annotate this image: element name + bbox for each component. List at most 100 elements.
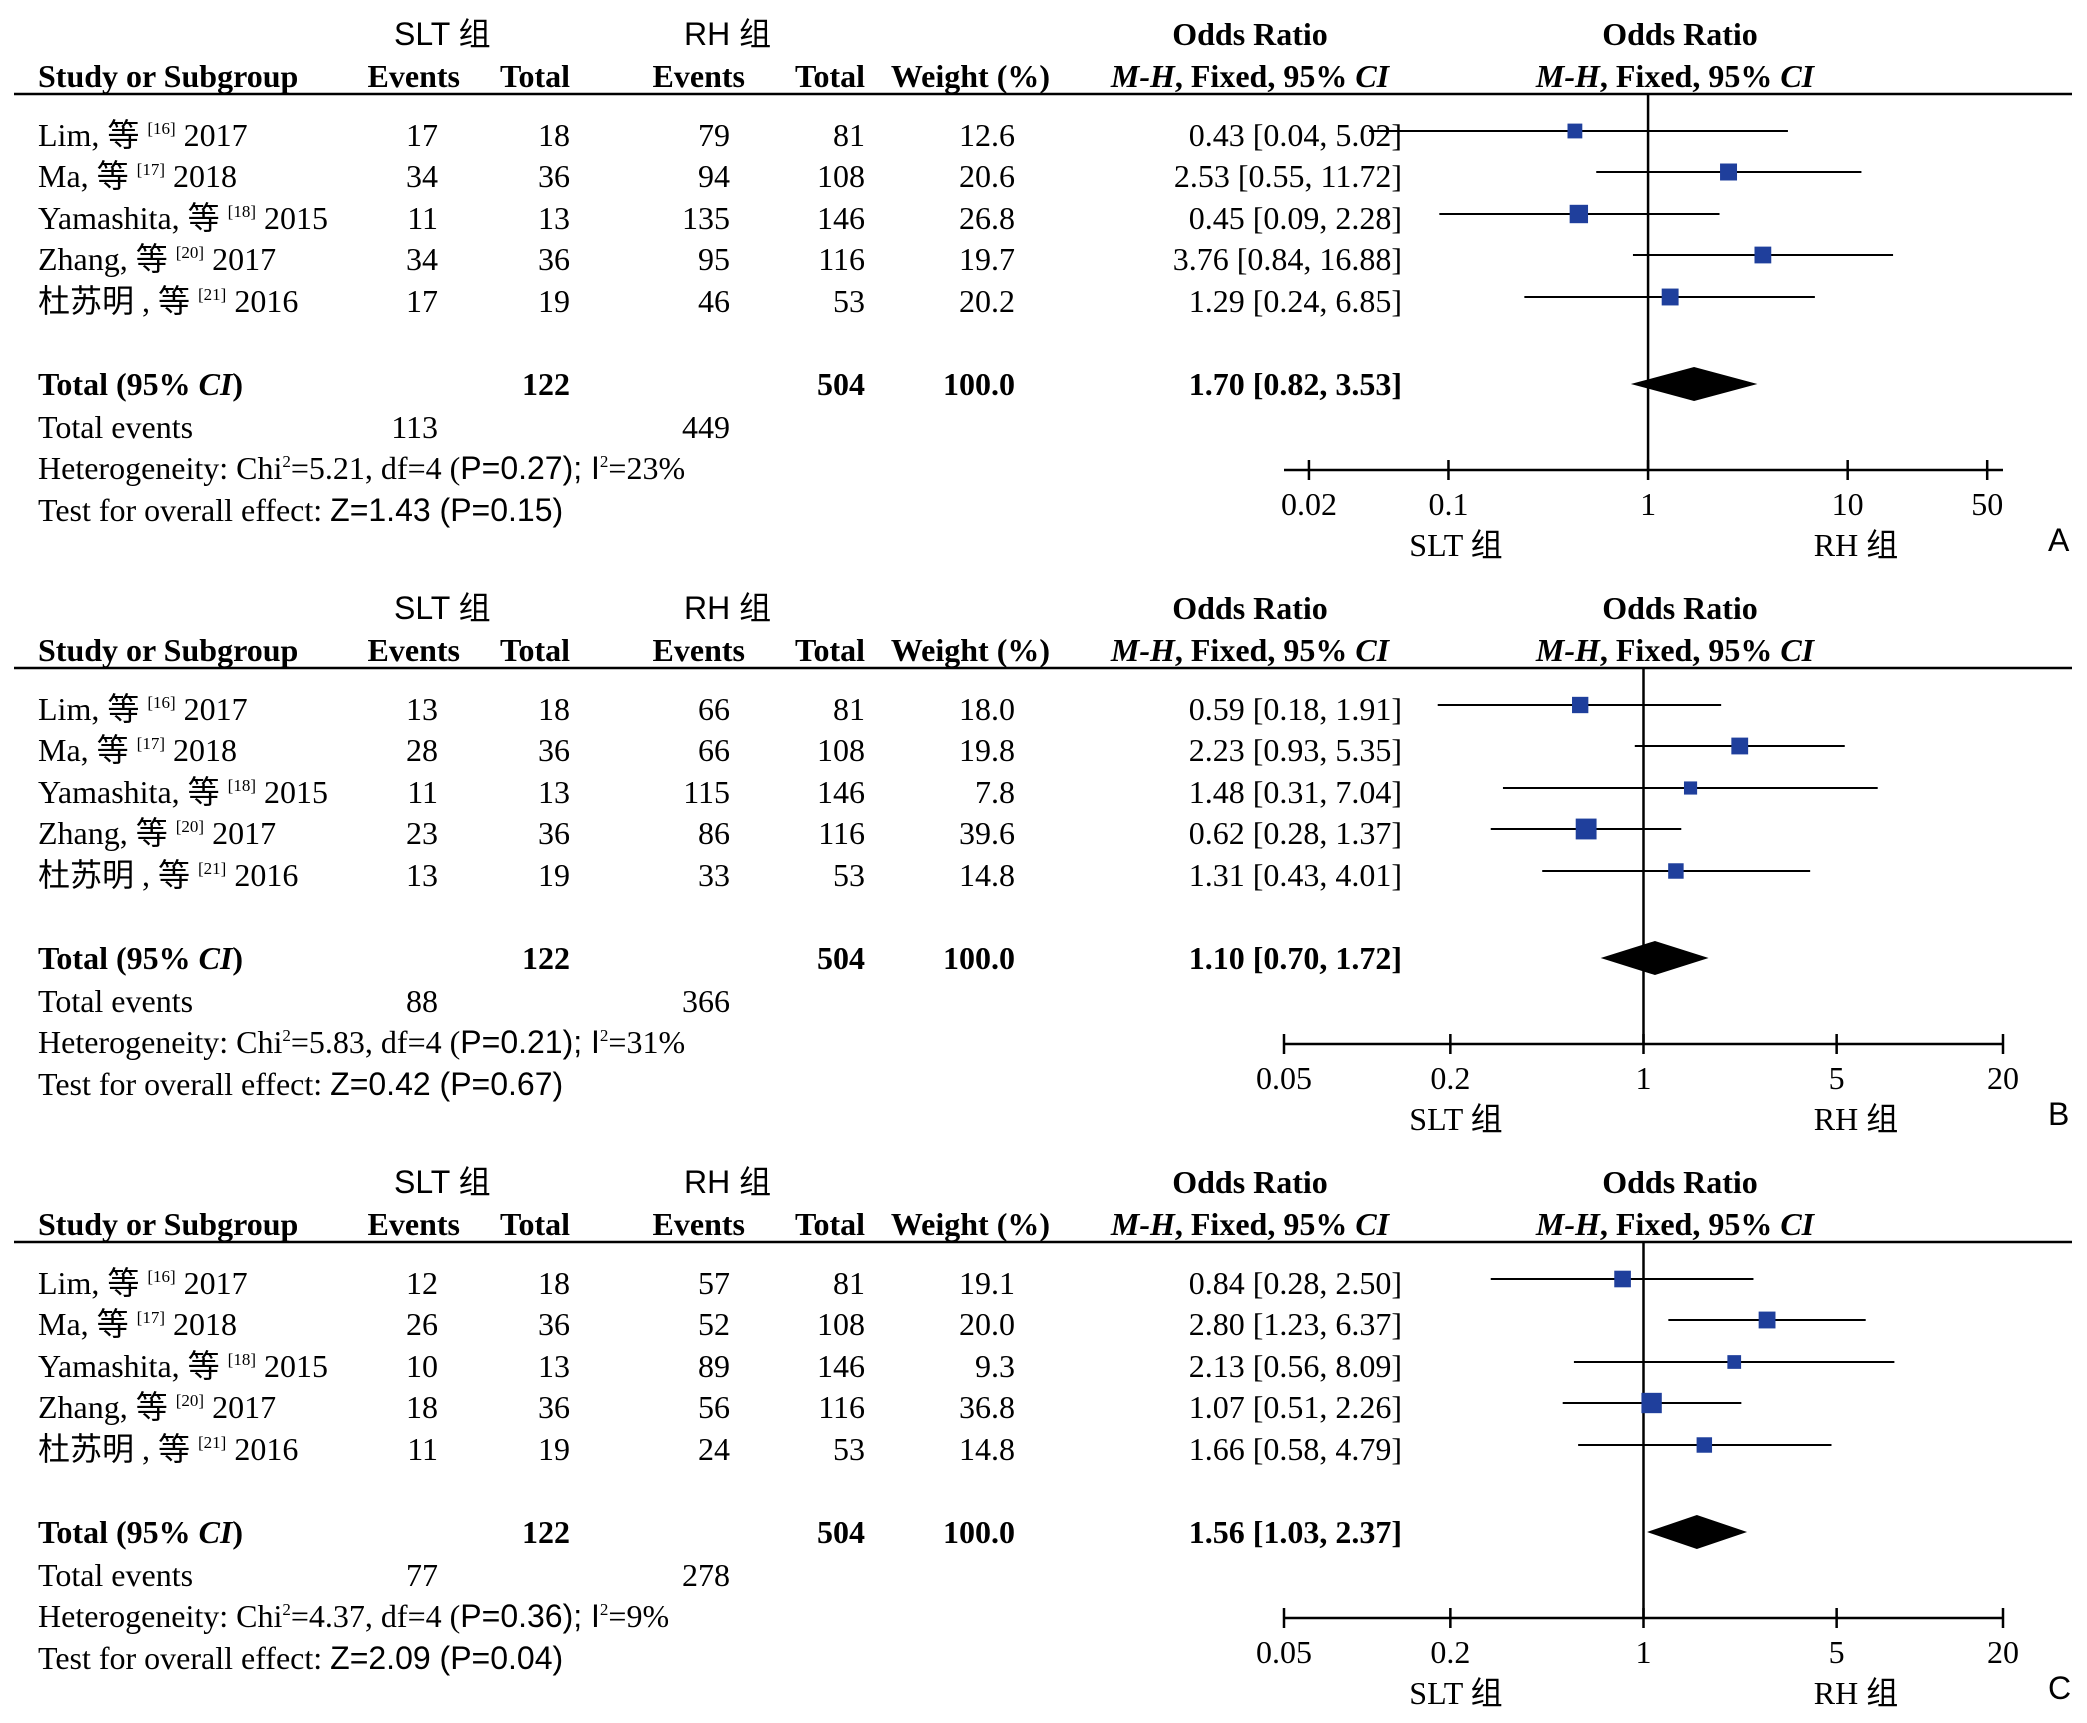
total-weight-cell: 100.0 [943,1514,1015,1550]
total1-cell: 36 [538,158,570,194]
total2-column-header: Total [795,632,865,668]
events2-cell: 57 [698,1265,730,1301]
odds-ratio-cell: 3.76 [0.84, 16.88] [1172,241,1402,277]
events2-cell: 66 [698,691,730,727]
or-header-left: Odds Ratio [1172,590,1328,626]
heterogeneity-text: Heterogeneity: Chi2=5.83, df=4 (P=0.21);… [38,1024,685,1060]
study-label: Yamashita, 等 [18] 2015 [38,774,328,810]
total1-cell: 18 [538,1265,570,1301]
study-label: Lim, 等 [16] 2017 [38,691,248,727]
total1-cell: 36 [538,241,570,277]
study-label: Ma, 等 [17] 2018 [38,1306,237,1342]
events1-cell: 28 [406,732,438,768]
study-name: Yamashita, 等 [38,1348,220,1384]
total2-column-header: Total [795,1206,865,1242]
total2-cell: 116 [818,1389,865,1425]
total-label-close: ) [232,1514,244,1550]
overall-effect-text: Test for overall effect: Z=0.42 (P=0.67) [38,1066,563,1102]
weight-cell: 20.6 [959,158,1015,194]
study-year: 2015 [263,1348,328,1384]
point-estimate-square [1683,781,1698,795]
x-tick-label: 1 [1640,486,1657,522]
study-reference: [17] [136,1308,165,1327]
total-odds-ratio-cell: 1.70 [0.82, 3.53] [1188,366,1402,402]
total-events1-cell: 88 [406,983,438,1019]
or-header-left: Odds Ratio [1172,1164,1328,1200]
heterogeneity-p: P=0.36); [460,1598,592,1634]
study-reference: [20] [175,817,205,836]
or-method-text: , Fixed, 95% [1174,58,1356,94]
x-tick-label: 0.05 [1256,1060,1312,1096]
study-reference: [16] [147,693,176,712]
odds-ratio-cell: 2.23 [0.93, 5.35] [1188,732,1402,768]
or-method-name: M-H [1110,632,1175,668]
events1-cell: 34 [406,158,438,194]
weight-column-header: Weight (%) [890,58,1050,94]
events1-cell: 11 [407,1431,438,1467]
x-tick-label: 50 [1971,486,2004,522]
study-reference: [21] [198,285,227,304]
or-method-name: M-H [1535,632,1600,668]
favours-right-label: RH 组 [1813,527,1899,563]
weight-cell: 19.8 [959,732,1015,768]
point-estimate-square [1720,163,1738,181]
forest-panel-a: SLT 组 RH 组 Odds Ratio Odds Ratio Study or Su… [0,0,2087,574]
x-tick-label: 0.2 [1430,1060,1471,1096]
total1-column-header: Total [500,58,570,94]
total1-cell: 13 [538,1348,570,1384]
odds-ratio-cell: 2.80 [1.23, 6.37] [1188,1306,1402,1342]
total-odds-ratio-cell: 1.56 [1.03, 2.37] [1188,1514,1402,1550]
study-year: 2017 [212,241,277,277]
total-label-ci: CI [198,1514,233,1550]
total-label: Total (95% CI) [38,366,243,402]
point-estimate-square [1572,696,1589,714]
heterogeneity-i: I [591,450,600,486]
i-superscript: 2 [599,1026,609,1045]
pooled-estimate-diamond [1647,1515,1748,1549]
total-weight-cell: 100.0 [943,940,1015,976]
or-method-name: M-H [1110,58,1175,94]
events2-cell: 115 [683,774,730,810]
study-year: 2015 [263,200,328,236]
total-label-ci: CI [198,940,233,976]
events1-cell: 11 [407,774,438,810]
overall-effect-pre: Test for overall effect: [38,1640,331,1676]
total1-cell: 13 [538,774,570,810]
study-year: 2016 [234,1431,299,1467]
odds-ratio-cell: 1.31 [0.43, 4.01] [1188,857,1402,893]
odds-ratio-cell: 0.62 [0.28, 1.37] [1188,815,1402,851]
total2-cell: 81 [833,691,865,727]
study-name: 杜苏明 , 等 [38,283,191,319]
heterogeneity-text: Heterogeneity: Chi2=5.21, df=4 (P=0.27);… [38,450,685,486]
overall-effect-pre: Test for overall effect: [38,1066,331,1102]
favours-right-label: RH 组 [1813,1675,1899,1711]
study-year: 2016 [234,857,299,893]
heterogeneity-i: I [591,1598,600,1634]
study-name: Ma, 等 [38,1306,129,1342]
study-name: Lim, 等 [38,691,140,727]
study-label: Zhang, 等 [20] 2017 [38,241,276,277]
study-year: 2018 [173,732,237,768]
odds-ratio-cell: 1.07 [0.51, 2.26] [1188,1389,1402,1425]
overall-effect-z: Z=1.43 (P=0.15) [330,492,564,528]
total2-cell: 504 [817,940,865,976]
forest-panel-c: SLT 组 RH 组 Odds Ratio Odds Ratio Study or Su… [0,1148,2087,1722]
group2-header: RH 组 [684,590,772,626]
heterogeneity-stat: =5.21, df=4 ( [290,450,461,486]
heterogeneity-i: I [591,1024,600,1060]
events2-column-header: Events [652,58,745,94]
study-column-header: Study or Subgroup [38,632,299,668]
study-year: 2017 [183,117,248,153]
events1-cell: 17 [406,117,438,153]
group2-header: RH 组 [684,1164,772,1200]
x-tick-label: 0.05 [1256,1634,1312,1670]
or-method-name: M-H [1110,1206,1175,1242]
total-weight-cell: 100.0 [943,366,1015,402]
events1-column-header: Events [367,1206,460,1242]
events2-cell: 86 [698,815,730,851]
events1-cell: 23 [406,815,438,851]
or-method-text: , Fixed, 95% [1174,632,1356,668]
point-estimate-square [1696,1437,1713,1453]
study-year: 2016 [234,283,299,319]
study-name: Ma, 等 [38,158,129,194]
